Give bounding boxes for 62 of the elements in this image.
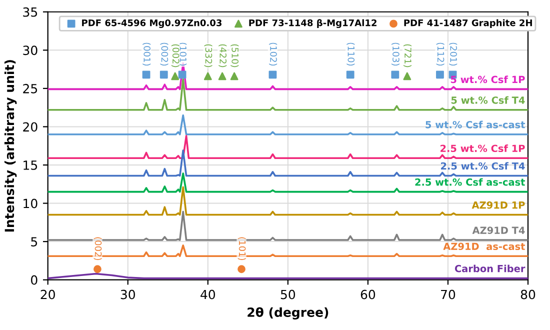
annotation: (332)	[204, 44, 212, 68]
annotation: (110)	[346, 42, 355, 66]
annotation: (510)	[230, 44, 239, 68]
point	[238, 265, 246, 274]
series-label: 5 wt.% Csf T4	[451, 96, 525, 104]
x-tick-label: 40	[200, 290, 216, 300]
point	[160, 70, 168, 79]
x-tick-label: 50	[280, 290, 296, 300]
line-series	[48, 114, 528, 136]
legend-label: PDF 73-1148 β-Mg17Al12	[249, 19, 376, 28]
legend-label: PDF 65-4596 Mg0.97Zn0.03	[82, 19, 222, 28]
legend-label: PDF 41-1487 Graphite 2H	[404, 19, 532, 28]
line-series	[48, 172, 528, 193]
series-label: AZ91D T4	[472, 226, 525, 234]
y-tick-label: 35	[23, 7, 38, 17]
x-axis-title: 2θ (degree)	[248, 307, 328, 320]
y-tick-label: 25	[23, 84, 38, 94]
line-series	[48, 135, 528, 160]
annotation: (101)	[238, 237, 246, 260]
line-series	[48, 186, 528, 216]
y-tick-label: 15	[24, 160, 38, 170]
x-tick-label: 20	[40, 290, 55, 300]
y-axis-title: Intensity (arbitrary unit)	[4, 60, 17, 232]
series-label: 2.5 wt.% Csf T4	[441, 162, 525, 170]
point	[230, 72, 238, 80]
series-label: AZ91D as-cast	[443, 242, 525, 250]
point	[218, 72, 226, 80]
x-tick-label: 60	[360, 290, 376, 300]
point	[171, 72, 180, 80]
point	[204, 72, 212, 80]
point	[391, 70, 400, 79]
point	[346, 70, 354, 79]
series-label: Carbon Fiber	[454, 264, 526, 272]
annotation: (102)	[269, 42, 278, 66]
point	[403, 72, 412, 80]
series-label: 2.5 wt.% Csf 1P	[440, 144, 525, 152]
annotation: (002)	[171, 44, 180, 68]
y-tick-label: 30	[23, 46, 38, 56]
x-tick-label: 80	[520, 290, 536, 300]
series-label: AZ91D 1P	[472, 201, 525, 209]
x-tick-label: 30	[120, 290, 135, 300]
annotation: (001)	[142, 42, 151, 66]
x-tick-label: 70	[441, 290, 456, 300]
y-tick-label: 10	[24, 198, 38, 208]
point	[178, 70, 186, 79]
annotation: (721)	[403, 44, 412, 68]
annotation: (103)	[391, 42, 400, 66]
annotation: (422)	[218, 44, 227, 68]
point	[436, 70, 444, 79]
annotation: (002)	[94, 237, 102, 260]
annotation: (112)	[436, 42, 444, 66]
annotation: (101)	[178, 42, 187, 66]
y-tick-label: 5	[31, 237, 38, 246]
y-tick-label: 0	[31, 275, 38, 285]
point	[142, 70, 150, 79]
point	[94, 265, 102, 274]
series-label: 5 wt.% Csf as-cast	[426, 120, 525, 128]
point	[268, 70, 277, 79]
y-tick-label: 20	[23, 122, 38, 132]
annotation: (002)	[160, 42, 168, 66]
annotation: (201)	[449, 42, 458, 66]
series-label: 2.5 wt.% Csf as-cast	[415, 178, 526, 186]
